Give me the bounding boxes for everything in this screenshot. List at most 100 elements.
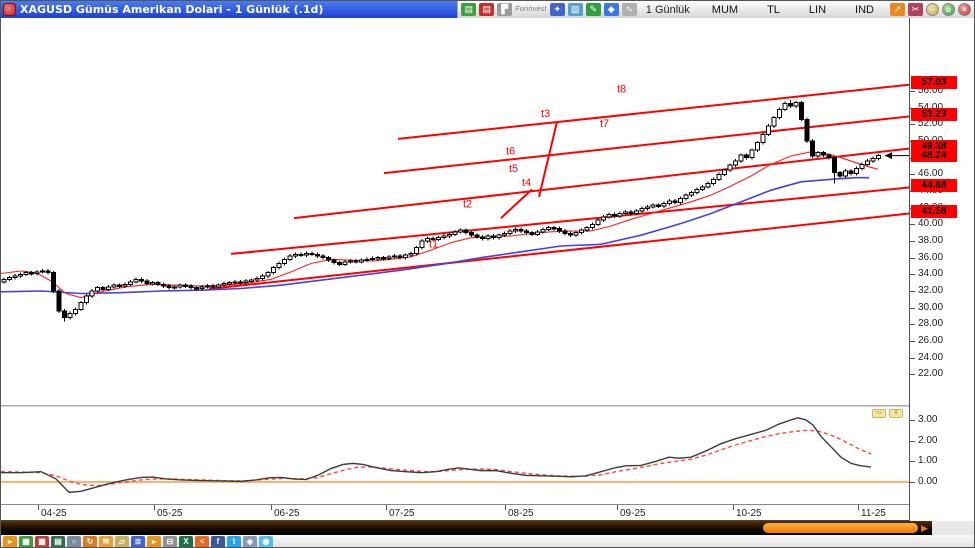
price-tick-label: 22.00 xyxy=(918,368,944,380)
candle-body xyxy=(771,117,777,127)
chart-red-icon[interactable]: ▤ xyxy=(479,3,495,16)
candle-body xyxy=(617,213,623,217)
horizontal-scrollbar[interactable]: ▶ xyxy=(1,521,932,535)
candle-body xyxy=(595,219,601,225)
candle-body xyxy=(694,188,700,194)
x-axis: 04-25 05-25 06-25 07-25 08-25 09-25 10-25 11-25 xyxy=(1,504,909,521)
chart-image-icon[interactable]: ▨ xyxy=(567,3,583,16)
candle-body xyxy=(359,259,364,263)
candle-body xyxy=(271,267,276,274)
candle-body xyxy=(755,142,760,151)
scrollbar-right-arrow[interactable]: ▶ xyxy=(921,523,928,533)
candle-body xyxy=(84,295,89,304)
folder2-icon[interactable]: ▸ xyxy=(147,536,161,547)
candle-body xyxy=(606,213,612,218)
x-axis-tick xyxy=(617,505,618,510)
price-axis: 56.0054.0052.0050.0048.0046.0044.0042.00… xyxy=(909,18,974,521)
folder-icon[interactable]: ▸ xyxy=(3,536,17,547)
candle-body xyxy=(551,227,557,230)
candle-body xyxy=(309,252,315,256)
trend-connector-1[interactable] xyxy=(500,188,533,219)
menu-tl[interactable]: TL xyxy=(767,3,780,16)
candle-body xyxy=(810,140,815,157)
line-t2[interactable] xyxy=(230,185,909,255)
menu-ind[interactable]: IND xyxy=(855,3,874,16)
candle-body xyxy=(128,281,133,285)
image-red-icon[interactable]: ▦ xyxy=(35,536,49,547)
excel-icon[interactable]: X xyxy=(179,536,193,547)
line-style-icon[interactable]: ∿ xyxy=(621,3,637,16)
pane-close-button[interactable]: x xyxy=(889,409,903,418)
maximize-button[interactable]: o xyxy=(942,3,955,16)
candle-body xyxy=(51,272,56,292)
twitter-icon[interactable]: t xyxy=(227,536,241,547)
database-icon[interactable]: ≣ xyxy=(131,536,145,547)
pane-restore-button[interactable]: ▭ xyxy=(872,409,886,418)
indicator-tick-label: 0.00 xyxy=(918,476,938,487)
share-icon[interactable]: < xyxy=(195,536,209,547)
twitter-bird-icon[interactable]: ◉ xyxy=(259,536,273,547)
pencil-icon[interactable]: ✎ xyxy=(585,3,601,16)
menu-mum[interactable]: MUM xyxy=(711,3,739,16)
candle-body xyxy=(392,255,397,258)
forinvest-logo-icon[interactable]: ▛ xyxy=(497,3,513,16)
candle-body xyxy=(144,280,150,284)
chart-dark-icon[interactable]: ▤ xyxy=(51,536,65,547)
trendlines[interactable]: t1 t2 t3 t4 t5 t6 t7 t8 xyxy=(208,82,909,290)
line-t1[interactable] xyxy=(208,211,909,290)
move-compass-icon[interactable]: ◆ xyxy=(603,3,619,16)
candle-body xyxy=(29,272,34,275)
line-t8[interactable] xyxy=(397,82,909,140)
search-icon[interactable]: ○ xyxy=(67,536,81,547)
pane-divider[interactable] xyxy=(1,405,909,407)
price-tick xyxy=(910,307,915,309)
candle-body xyxy=(199,286,205,289)
price-tick xyxy=(910,91,915,92)
indicator-main-line xyxy=(1,417,872,494)
trend-label-t8: t8 xyxy=(617,84,626,96)
menu-lin[interactable]: LIN xyxy=(808,3,827,16)
candle-body xyxy=(870,158,876,162)
printer-icon[interactable]: ⊟ xyxy=(163,536,177,547)
candle-body xyxy=(265,272,271,277)
candle-body xyxy=(177,284,183,288)
scrollbar-thumb[interactable] xyxy=(763,523,918,533)
candle-body xyxy=(150,282,155,285)
interval-label[interactable]: 1 Günlük xyxy=(645,3,690,16)
window-menu-icon[interactable] xyxy=(3,3,16,16)
mail-icon[interactable]: ✉ xyxy=(99,536,113,547)
refresh-icon[interactable]: ↻ xyxy=(83,536,97,547)
tools-icon[interactable]: ✂ xyxy=(908,3,923,16)
candle-body xyxy=(249,279,254,282)
chart-green-icon[interactable]: ▤ xyxy=(461,3,477,16)
price-tick-label: 24.00 xyxy=(918,351,944,363)
candle-body xyxy=(40,270,45,273)
indicator-signal-line xyxy=(1,429,872,487)
candle-body xyxy=(73,308,78,314)
minimize-button[interactable]: − xyxy=(926,3,939,16)
pin-icon[interactable]: ◈ xyxy=(243,536,257,547)
candle-body xyxy=(210,285,216,288)
doc-preview-icon[interactable]: ▱ xyxy=(115,536,129,547)
close-button[interactable]: × xyxy=(958,3,971,16)
indicator-canvas[interactable] xyxy=(1,407,909,504)
settings-icon[interactable]: ✦ xyxy=(549,3,565,16)
trend-connector-0[interactable] xyxy=(538,121,558,198)
candle-body xyxy=(452,231,458,235)
indicator-pane: ▭ x xyxy=(1,407,909,504)
candle-body xyxy=(782,103,788,110)
candle-body xyxy=(711,178,716,185)
x-axis-tick xyxy=(154,505,155,510)
candle-body xyxy=(623,211,628,215)
candle-body xyxy=(854,168,859,175)
facebook-icon[interactable]: f xyxy=(211,536,225,547)
send-arrow-icon[interactable]: ↗ xyxy=(890,3,905,16)
candle-body xyxy=(56,290,62,312)
line-t7[interactable] xyxy=(383,114,909,175)
image-green-icon[interactable]: ▦ xyxy=(19,536,33,547)
price-tick-label: 46.00 xyxy=(918,168,944,180)
ma-blue-line xyxy=(1,176,869,295)
line-t3[interactable] xyxy=(293,146,909,220)
main-chart-canvas[interactable]: t1 t2 t3 t4 t5 t6 t7 t8 xyxy=(1,18,909,405)
